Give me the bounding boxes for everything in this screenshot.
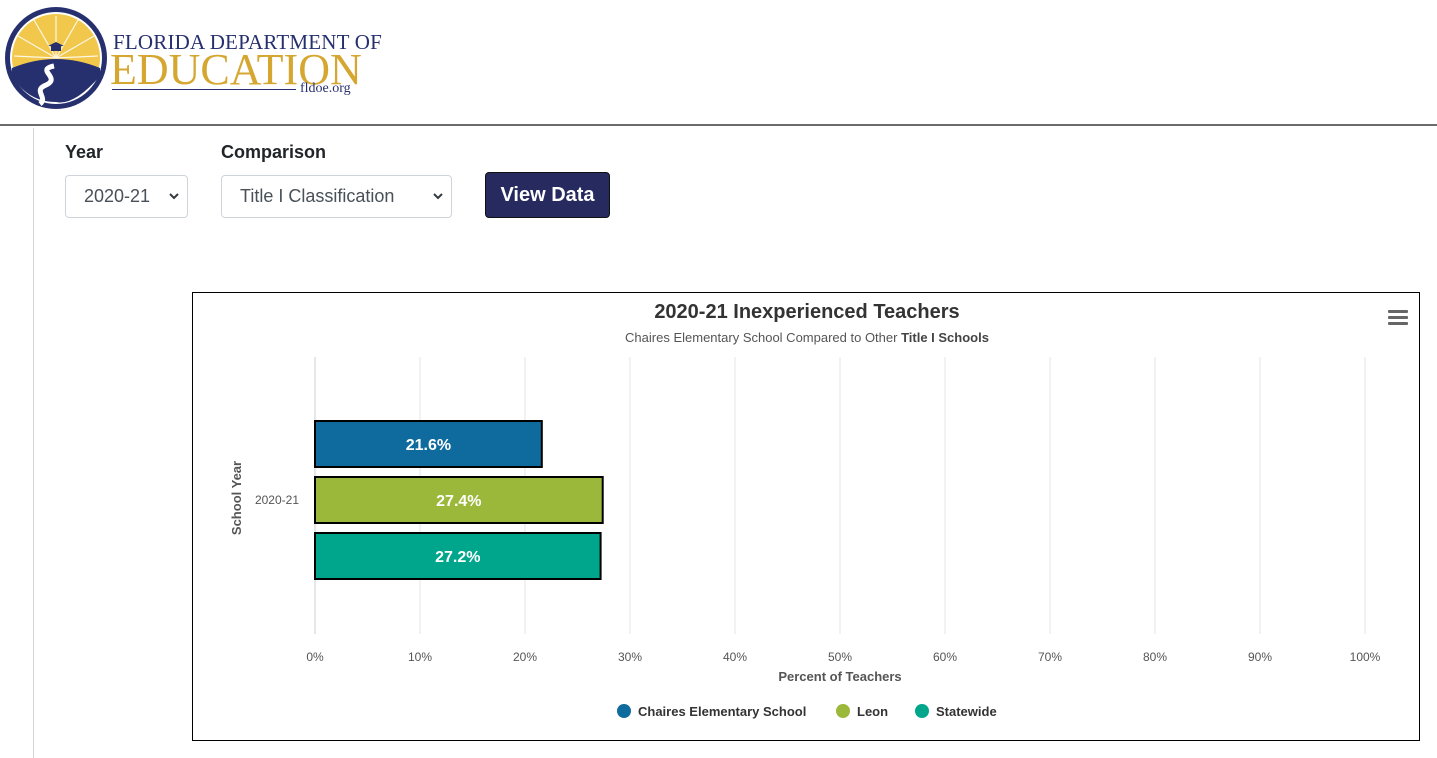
x-tick-label: 100% <box>1350 650 1381 664</box>
y-category-label: 2020-21 <box>255 493 299 507</box>
x-tick-label: 70% <box>1038 650 1062 664</box>
logo-line-2: EDUCATION <box>110 45 362 94</box>
legend-item-label: Statewide <box>936 704 997 719</box>
chart-subtitle-bold: Title I Schools <box>901 330 989 345</box>
chevron-down-icon <box>169 193 179 200</box>
legend-marker-icon <box>915 704 929 718</box>
view-data-button[interactable]: View Data <box>485 172 610 218</box>
bar <box>314 532 602 580</box>
bar-data-label: 27.4% <box>436 493 481 510</box>
x-tick-label: 40% <box>723 650 747 664</box>
year-label: Year <box>65 142 104 162</box>
fldoe-seal-icon <box>5 7 107 109</box>
comparison-select-value: Title I Classification <box>240 186 395 206</box>
x-tick-label: 80% <box>1143 650 1167 664</box>
bar-data-label: 27.2% <box>435 549 480 566</box>
x-axis-title: Percent of Teachers <box>778 669 901 684</box>
comparison-label: Comparison <box>221 142 327 162</box>
x-tick-label: 50% <box>828 650 852 664</box>
x-tick-label: 20% <box>513 650 537 664</box>
content-left-border <box>33 128 34 758</box>
x-tick-label: 0% <box>306 650 324 664</box>
x-tick-label: 90% <box>1248 650 1272 664</box>
logo-line-1: FLORIDA DEPARTMENT OF <box>113 30 382 54</box>
y-axis-title: School Year <box>229 461 244 535</box>
chart-menu-icon[interactable] <box>1388 310 1408 326</box>
comparison-select[interactable]: Title I Classification <box>221 175 452 218</box>
chart-title: 2020-21 Inexperienced Teachers <box>654 301 960 323</box>
bar <box>314 420 543 468</box>
chart-container: 2020-21 Inexperienced Teachers Chaires E… <box>192 292 1420 741</box>
bar <box>314 476 604 524</box>
legend-marker-icon <box>617 704 631 718</box>
chart-subtitle-prefix: Chaires Elementary School Compared to Ot… <box>625 330 902 345</box>
x-tick-label: 10% <box>408 650 432 664</box>
legend-marker-icon <box>836 704 850 718</box>
logo-divider <box>112 89 296 90</box>
year-select-value: 2020-21 <box>84 186 151 206</box>
site-header: FLORIDA DEPARTMENT OF EDUCATION fldoe.or… <box>0 0 1437 126</box>
x-tick-label: 60% <box>933 650 957 664</box>
logo-url: fldoe.org <box>300 81 351 96</box>
chart-subtitle: Chaires Elementary School Compared to Ot… <box>193 330 1421 345</box>
x-tick-label: 30% <box>618 650 642 664</box>
fldoe-logo[interactable]: FLORIDA DEPARTMENT OF EDUCATION fldoe.or… <box>4 6 382 114</box>
legend-item-label: Chaires Elementary School <box>638 704 806 719</box>
chevron-down-icon <box>433 193 443 200</box>
year-select[interactable]: 2020-21 <box>65 175 188 218</box>
chart-plot: 0% 10% 20% 30% 40% 50% 60% 70% 80% 90% 100% Percent… <box>229 357 1381 719</box>
bar-data-label: 21.6% <box>406 437 451 454</box>
legend-item-label: Leon <box>857 704 888 719</box>
